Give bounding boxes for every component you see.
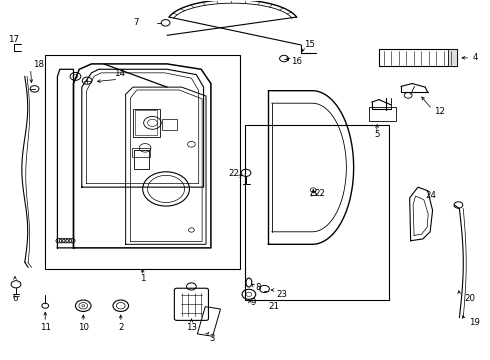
- Text: 8: 8: [256, 283, 261, 292]
- Bar: [134, 150, 148, 169]
- Bar: [133, 109, 160, 137]
- Text: 24: 24: [426, 190, 437, 199]
- Text: 11: 11: [40, 323, 51, 332]
- Text: 13: 13: [186, 323, 197, 332]
- Text: 4: 4: [473, 53, 479, 62]
- Text: 23: 23: [277, 290, 288, 299]
- Text: 10: 10: [78, 323, 89, 332]
- Text: 22: 22: [228, 169, 239, 178]
- Text: 12: 12: [434, 107, 445, 116]
- Text: 9: 9: [251, 298, 256, 307]
- Text: 7: 7: [133, 18, 139, 27]
- Bar: [135, 111, 157, 135]
- Bar: [197, 307, 220, 336]
- Bar: [132, 148, 150, 157]
- Text: 20: 20: [464, 294, 475, 303]
- Text: 5: 5: [375, 130, 380, 139]
- Bar: [448, 49, 457, 66]
- Bar: [245, 125, 389, 300]
- Text: 1: 1: [140, 274, 146, 283]
- Text: 14: 14: [114, 69, 125, 78]
- Text: 16: 16: [291, 57, 302, 66]
- Bar: [162, 119, 177, 130]
- Text: 2: 2: [118, 323, 123, 332]
- Text: 6: 6: [12, 294, 18, 303]
- Text: 19: 19: [469, 318, 480, 327]
- Bar: [45, 55, 240, 269]
- Bar: [379, 49, 457, 66]
- Text: 21: 21: [269, 302, 280, 311]
- Text: 3: 3: [209, 334, 215, 343]
- Text: 22: 22: [314, 189, 325, 198]
- Text: 18: 18: [33, 60, 44, 69]
- Text: 15: 15: [304, 40, 316, 49]
- Bar: [369, 108, 396, 121]
- Text: 17: 17: [8, 36, 19, 45]
